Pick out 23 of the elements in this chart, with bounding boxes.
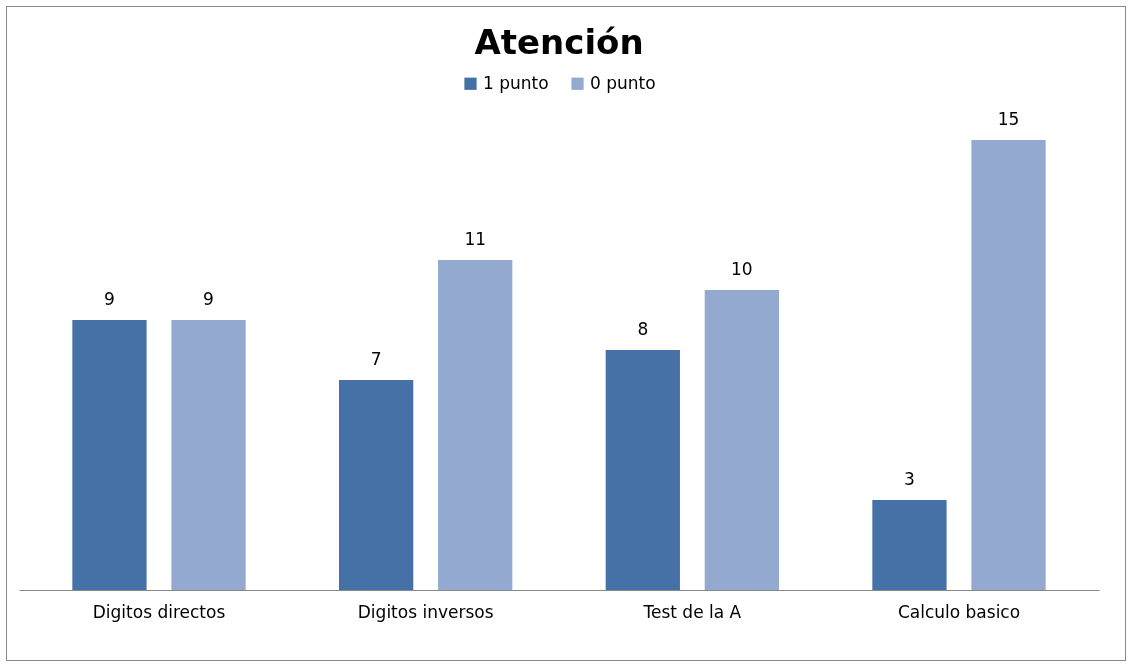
bar: [438, 260, 513, 590]
data-label: 8: [637, 319, 649, 339]
data-label: 11: [464, 229, 487, 249]
legend-label: 1 punto: [483, 72, 549, 93]
data-label: 9: [203, 289, 214, 309]
data-label: 10: [731, 259, 753, 279]
bar: [339, 380, 414, 590]
x-tick-label: Test de la A: [642, 601, 742, 622]
bar: [605, 350, 680, 590]
bar: [72, 320, 147, 590]
bar: [971, 140, 1046, 590]
legend-label: 0 punto: [590, 72, 656, 93]
data-label: 15: [997, 109, 1020, 129]
chart-title: Atención: [474, 22, 644, 62]
bar: [704, 290, 779, 590]
x-tick-label: Digitos directos: [92, 601, 226, 622]
x-tick-label: Calculo basico: [897, 601, 1021, 622]
data-label: 7: [370, 349, 382, 369]
x-tick-label: Digitos inversos: [357, 601, 494, 622]
data-label: 3: [904, 469, 915, 489]
bar: [872, 500, 947, 590]
bar: [171, 320, 246, 590]
data-label: 9: [104, 289, 115, 309]
